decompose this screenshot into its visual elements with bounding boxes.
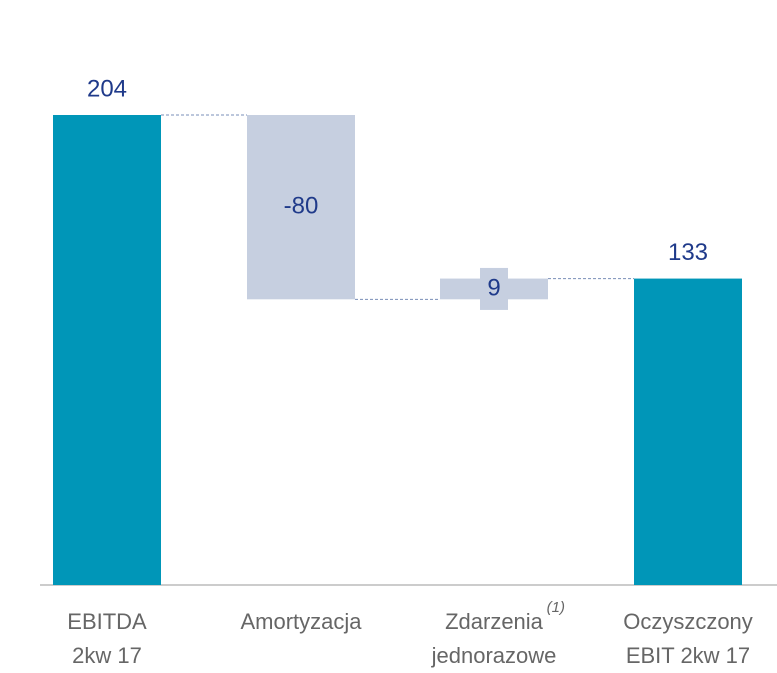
x-tick-label: Amortyzacja	[240, 609, 362, 634]
x-tick-label: EBITDA	[67, 609, 147, 634]
bar	[247, 115, 355, 300]
bar	[53, 115, 161, 585]
x-tick-label: jednorazowe	[431, 643, 557, 668]
x-tick-label: EBIT 2kw 17	[626, 643, 750, 668]
x-tick-label: 2kw 17	[72, 643, 142, 668]
x-tick-label: Oczyszczony	[623, 609, 753, 634]
value-label: 9	[487, 274, 500, 301]
label-box	[480, 267, 508, 310]
value-label: 204	[87, 75, 127, 102]
value-label: 133	[668, 239, 708, 266]
bar	[634, 278, 742, 585]
x-tick-label: Zdarzenia	[445, 609, 544, 634]
value-label: -80	[284, 193, 319, 220]
footnote-mark: (1)	[547, 599, 565, 616]
